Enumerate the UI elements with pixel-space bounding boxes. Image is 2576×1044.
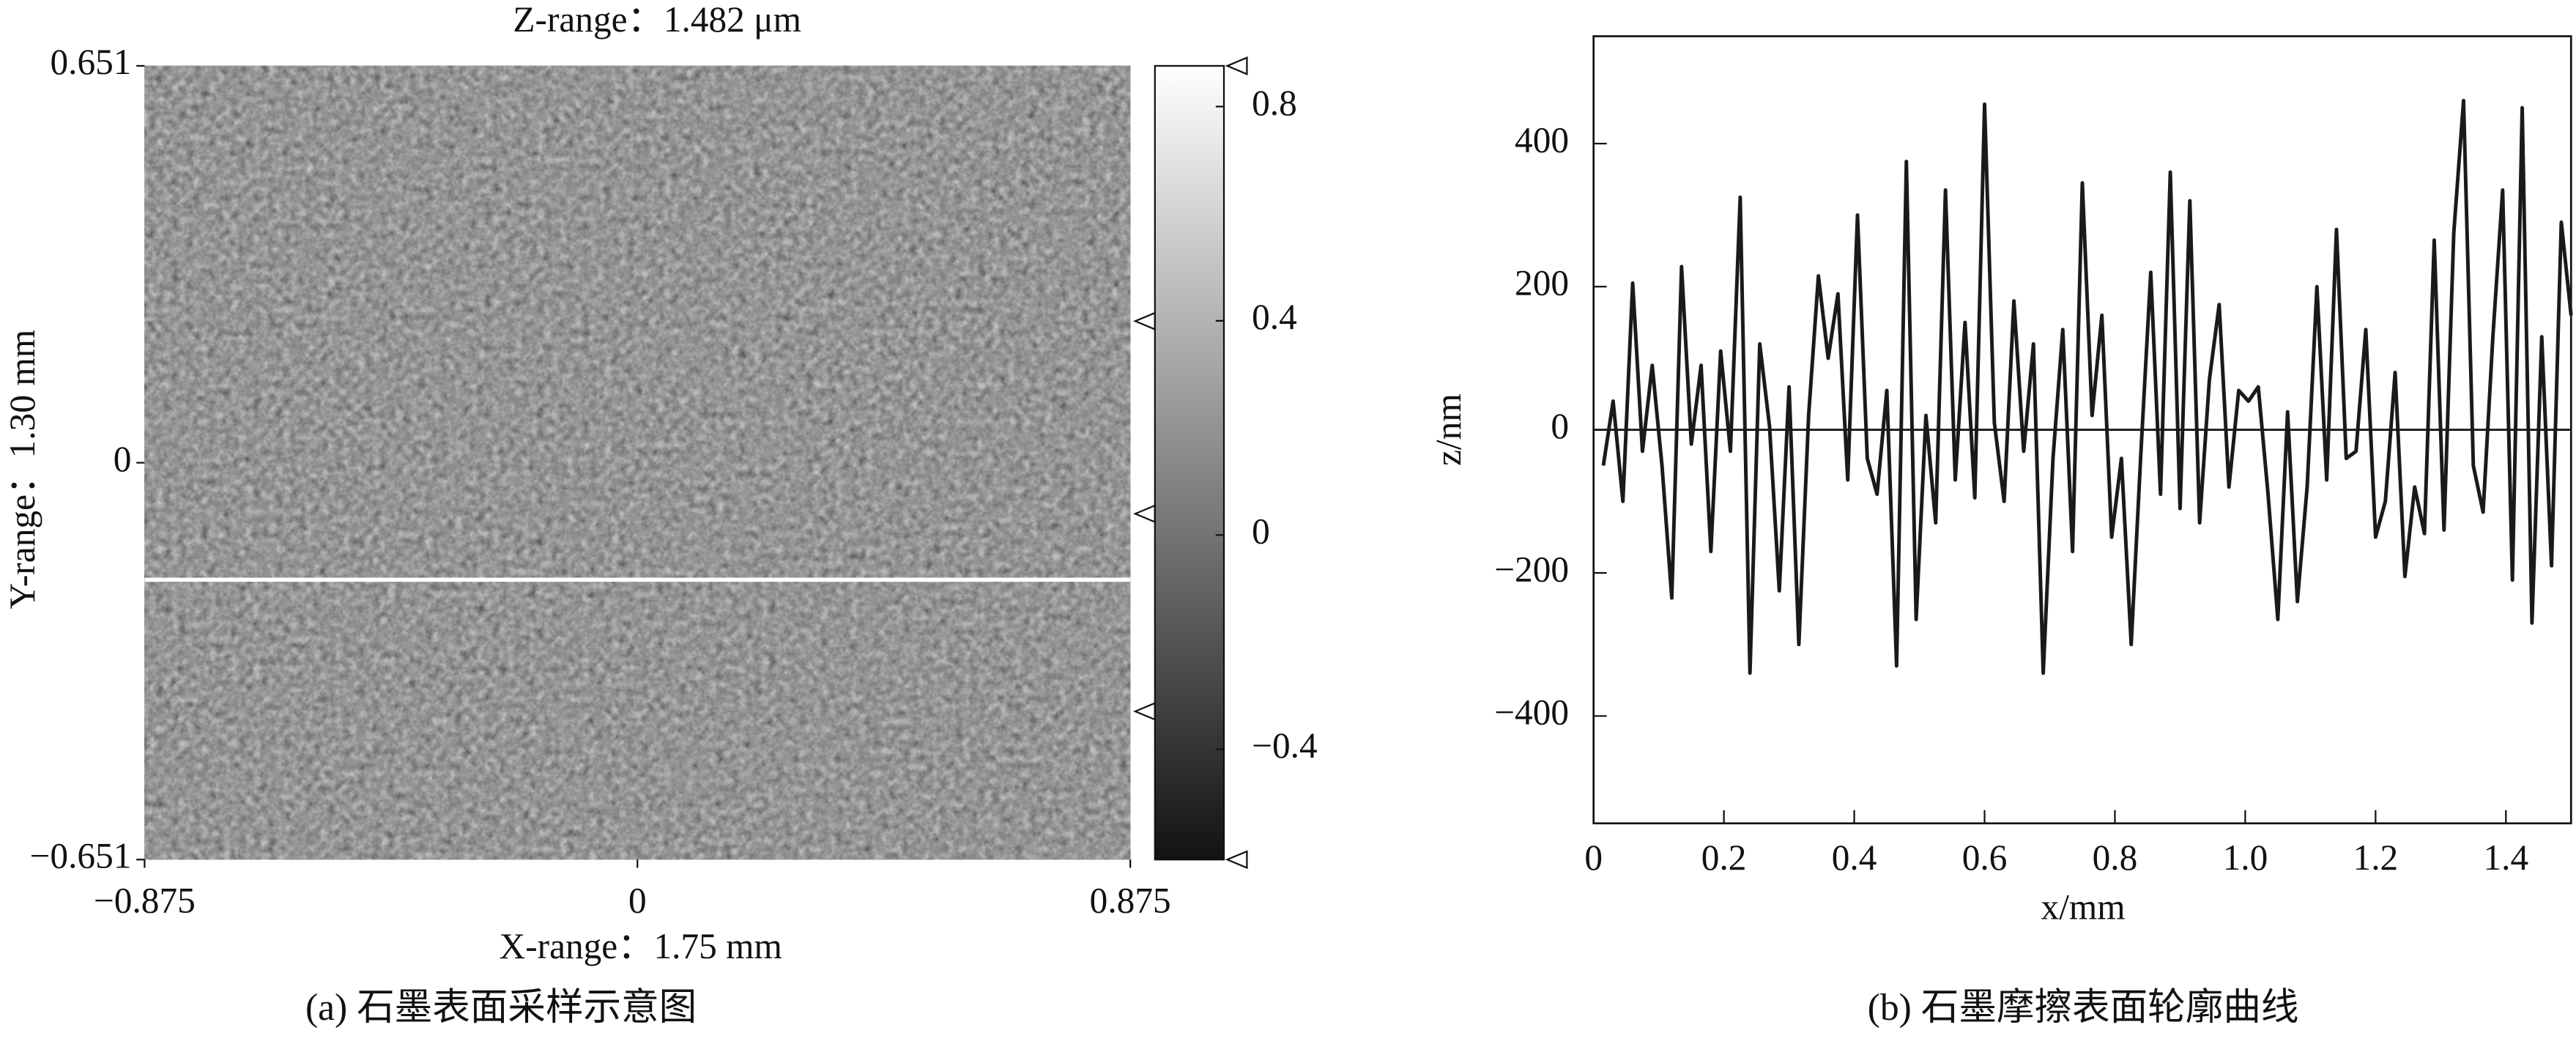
- y-tick-label: −400: [1494, 692, 1569, 733]
- panel-a-x-label: X-range：1.75 mm: [500, 926, 782, 966]
- x-tick-label: 1.0: [2223, 837, 2268, 878]
- panel-b-caption: (b) 石墨摩擦表面轮廓曲线: [1868, 987, 2299, 1029]
- colorbar: [1154, 64, 1225, 861]
- x-tick-label: 0.4: [1832, 837, 1877, 878]
- colorbar-tick-label: −0.4: [1252, 725, 1317, 766]
- y-tick-label: −0.651: [30, 836, 132, 876]
- x-tick-label: 1.4: [2483, 837, 2528, 878]
- x-tick-label: 0: [628, 880, 647, 920]
- colorbar-tick-label: 0.8: [1252, 83, 1297, 123]
- y-tick-label: 0: [1551, 406, 1569, 446]
- panel-b-x-label: x/mm: [2041, 886, 2126, 927]
- y-tick-label: 400: [1515, 119, 1569, 160]
- y-tick-label: 0: [114, 439, 132, 479]
- profile-line: [1601, 98, 2573, 675]
- x-tick-label: 0: [1584, 837, 1603, 878]
- surface-image: [144, 65, 1131, 860]
- x-tick-label: 0.8: [2093, 837, 2138, 878]
- x-tick-label: 0.6: [1962, 837, 2008, 878]
- y-tick-label: 200: [1515, 263, 1569, 303]
- y-tick-label: 0.651: [50, 42, 131, 82]
- x-tick-label: 1.2: [2353, 837, 2399, 878]
- x-tick-label: 0.875: [1090, 880, 1171, 920]
- colorbar-arrows: [1132, 56, 1248, 870]
- panel-a-y-label: Y-range：1.30 mm: [2, 330, 42, 610]
- colorbar-tick-label: 0.4: [1252, 297, 1297, 337]
- panel-a-title: Z-range：1.482 μm: [513, 0, 801, 40]
- panel-b-y-label: z/nm: [1428, 393, 1469, 466]
- colorbar-tick-label: 0: [1252, 511, 1270, 552]
- y-tick-label: −200: [1494, 549, 1569, 589]
- x-tick-label: 0.2: [1701, 837, 1747, 878]
- x-tick-label: −0.875: [94, 880, 196, 920]
- panel-a-caption: (a) 石墨表面采样示意图: [305, 987, 697, 1029]
